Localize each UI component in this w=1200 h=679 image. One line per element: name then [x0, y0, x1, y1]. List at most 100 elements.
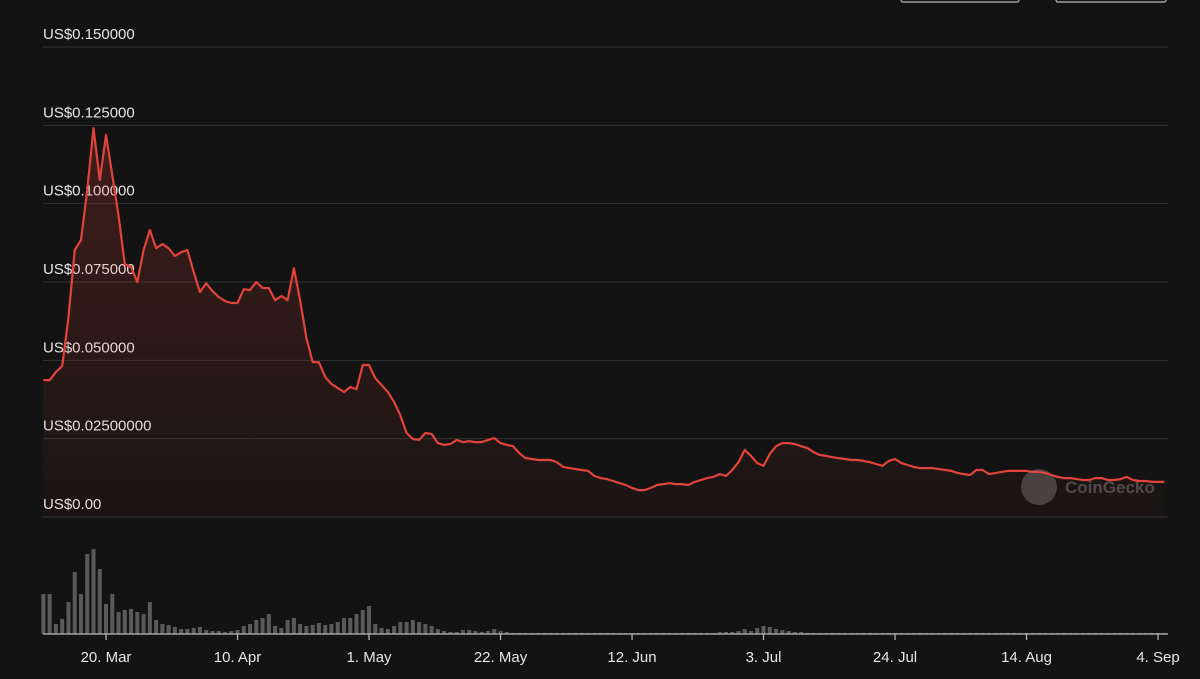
volume-bar	[116, 612, 121, 634]
volume-bar	[129, 609, 134, 634]
volume-bar	[179, 629, 184, 634]
volume-bar	[266, 614, 271, 634]
volume-bar	[742, 629, 747, 634]
x-tick-label: 10. Apr	[214, 649, 262, 666]
volume-bar	[298, 624, 303, 634]
volume-bar	[141, 614, 146, 634]
volume-bar	[404, 622, 409, 634]
volume-bar	[504, 632, 509, 634]
y-tick-label: US$0.125000	[43, 104, 135, 121]
volume-bar	[91, 549, 96, 634]
plot: US$0.00US$0.02500000US$0.050000US$0.0750…	[41, 26, 1180, 666]
range-button[interactable]	[900, 0, 1020, 3]
volume-bar	[410, 620, 415, 634]
volume-bar	[216, 631, 221, 634]
volume-bar	[160, 624, 165, 634]
volume-bar	[110, 594, 115, 634]
volume-bar	[467, 630, 472, 634]
volume-bar	[360, 610, 365, 634]
volume-bar	[191, 628, 196, 634]
volume-bar	[460, 630, 465, 634]
x-tick-label: 4. Sep	[1136, 649, 1179, 666]
volume-bar	[473, 631, 478, 634]
volume-bar	[367, 606, 372, 634]
volume-bar	[85, 554, 90, 634]
volume-bar	[761, 626, 766, 634]
volume-bar	[279, 628, 284, 634]
volume-bar	[273, 626, 278, 634]
volume-bar	[423, 624, 428, 634]
volume-bar	[717, 632, 722, 634]
price-line	[43, 127, 1165, 492]
volume-bar	[78, 594, 83, 634]
volume-bar	[172, 627, 177, 634]
volume-bar	[486, 631, 491, 634]
volume-bar	[197, 627, 202, 634]
x-tick-label: 20. Mar	[81, 649, 132, 666]
volume-bar	[749, 631, 754, 634]
volume-bar	[323, 625, 328, 634]
volume-bar	[235, 630, 240, 634]
volume-bar	[122, 610, 127, 634]
volume-bar	[442, 631, 447, 634]
volume-bar	[398, 622, 403, 634]
volume-bar	[799, 632, 804, 634]
x-tick-label: 12. Jun	[607, 649, 656, 666]
volume-bar	[767, 627, 772, 634]
x-tick-label: 14. Aug	[1001, 649, 1052, 666]
x-tick-label: 24. Jul	[873, 649, 917, 666]
volume-bar	[774, 629, 779, 634]
volume-bar	[222, 632, 227, 634]
volume-bar	[53, 624, 58, 634]
x-tick-label: 3. Jul	[746, 649, 782, 666]
volume-bar	[291, 618, 296, 634]
volume-bar	[229, 631, 234, 634]
volume-bar	[135, 612, 140, 634]
volume-bar	[241, 626, 246, 634]
volume-bar	[310, 625, 315, 634]
volume-bar	[147, 602, 152, 634]
price-area	[43, 128, 1165, 517]
volume-bar	[248, 624, 253, 634]
volume-bar	[154, 620, 159, 634]
volume-bar	[723, 632, 728, 634]
volume-bar	[736, 631, 741, 634]
volume-bar	[454, 632, 459, 634]
volume-bar	[385, 629, 390, 634]
volume-bar	[97, 569, 102, 634]
volume-bar	[72, 572, 77, 634]
volume-bar	[66, 602, 71, 634]
volume-bar	[335, 622, 340, 634]
volume-bar	[329, 624, 334, 634]
volume-bar	[755, 628, 760, 634]
x-tick-label: 22. May	[474, 649, 528, 666]
volume-bar	[285, 620, 290, 634]
volume-bar	[304, 626, 309, 634]
volume-bar	[379, 628, 384, 634]
volume-bar	[254, 620, 259, 634]
volume-bar	[316, 623, 321, 634]
volume-bar	[730, 632, 735, 634]
volume-bar	[492, 629, 497, 634]
volume-bar	[354, 614, 359, 634]
volume-bar	[435, 629, 440, 634]
x-tick-label: 1. May	[347, 649, 393, 666]
volume-bar	[373, 624, 378, 634]
volume-bar	[348, 618, 353, 634]
volume-bar	[60, 619, 65, 634]
volume-bar	[204, 630, 209, 634]
volume-bar	[104, 604, 109, 634]
volume-bar	[41, 594, 46, 634]
volume-bar	[417, 622, 422, 634]
volume-bar	[341, 618, 346, 634]
volume-bar	[185, 629, 190, 634]
volume-bar	[786, 631, 791, 634]
range-button[interactable]	[1055, 0, 1167, 3]
volume-bar	[780, 630, 785, 634]
y-tick-label: US$0.150000	[43, 26, 135, 43]
volume-bar	[392, 626, 397, 634]
volume-bar	[166, 625, 171, 634]
volume-bar	[210, 631, 215, 634]
